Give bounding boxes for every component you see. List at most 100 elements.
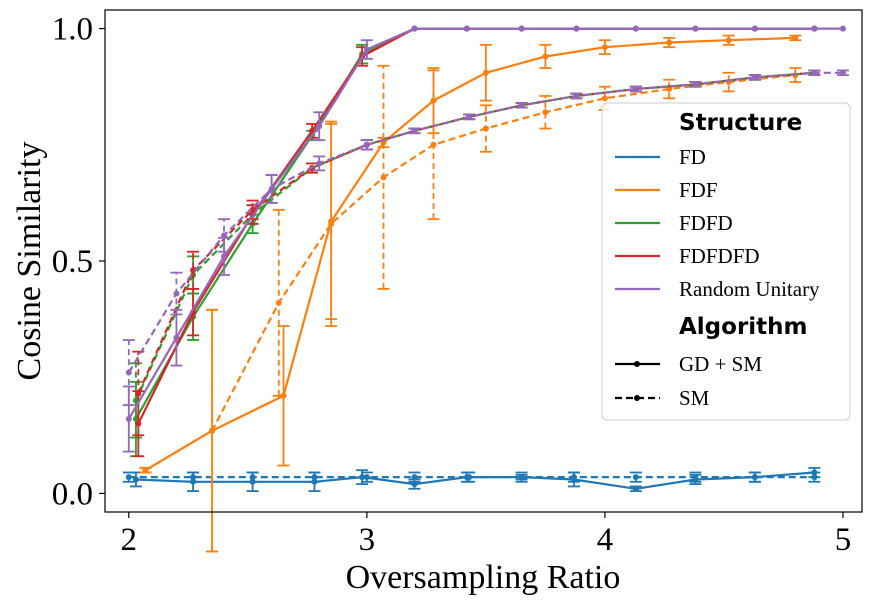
data-point — [518, 474, 525, 481]
data-point — [573, 25, 580, 32]
legend-label: FDFD — [679, 211, 733, 235]
series-fd-gd-sm — [129, 466, 821, 492]
data-point — [173, 334, 180, 341]
legend-item-sm: SM — [615, 386, 710, 410]
data-point — [751, 74, 758, 81]
data-point — [173, 290, 180, 297]
legend-item-fdf: FDF — [615, 178, 718, 202]
legend-item-fdfd: FDFD — [615, 211, 733, 235]
data-point — [573, 92, 580, 99]
data-point — [466, 113, 473, 120]
data-point — [666, 39, 673, 46]
legend-item-fdfdfd: FDFDFD — [615, 244, 760, 268]
data-point — [692, 25, 699, 32]
legend-label: FD — [679, 145, 706, 169]
series-line — [135, 471, 815, 490]
data-point — [570, 474, 577, 481]
data-point — [466, 474, 473, 481]
series-fd-sm — [122, 471, 821, 483]
data-point — [125, 474, 132, 481]
data-point — [482, 125, 489, 132]
legend-item-fd: FD — [615, 145, 706, 169]
data-point — [411, 474, 418, 481]
data-point — [811, 474, 818, 481]
data-point — [328, 220, 335, 227]
data-point — [692, 474, 699, 481]
data-point — [142, 467, 149, 474]
legend-label: SM — [679, 386, 710, 410]
series-line — [144, 36, 796, 472]
legend-algorithm-items: GD + SM SM — [615, 352, 762, 410]
data-point — [632, 474, 639, 481]
series-layer — [122, 25, 849, 553]
data-point — [135, 390, 142, 397]
series-line — [144, 74, 796, 472]
data-point — [601, 95, 608, 102]
y-tick-label: 0.5 — [52, 244, 93, 280]
x-tick-label: 2 — [121, 522, 138, 558]
legend-item-random-unitary: Random Unitary — [615, 277, 820, 301]
y-tick-label: 1.0 — [52, 12, 93, 48]
data-point — [751, 25, 758, 32]
data-point — [209, 427, 216, 434]
legend-label: GD + SM — [679, 352, 762, 376]
series-fdf-sm — [139, 64, 802, 553]
data-point — [316, 123, 323, 130]
data-point — [190, 267, 197, 274]
legend-structure-title: Structure — [679, 110, 802, 136]
axis-layer: 2 3 4 5 0.0 0.5 1.0 — [52, 12, 851, 558]
data-point — [249, 474, 256, 481]
legend-item-gd-sm: GD + SM — [615, 352, 762, 376]
legend-label: FDFDFD — [679, 244, 760, 268]
data-point — [311, 474, 318, 481]
data-point — [632, 86, 639, 93]
data-point — [430, 141, 437, 148]
legend-label: FDF — [679, 178, 718, 202]
legend-marker — [634, 395, 640, 401]
data-point — [601, 44, 608, 51]
legend-label: Random Unitary — [679, 277, 820, 301]
data-point — [725, 37, 732, 44]
data-point — [411, 25, 418, 32]
x-axis-label: Oversampling Ratio — [346, 559, 621, 596]
data-point — [692, 81, 699, 88]
data-point — [268, 185, 275, 192]
x-tick-label: 3 — [359, 522, 376, 558]
data-point — [542, 109, 549, 116]
data-point — [221, 253, 228, 260]
legend-box — [601, 102, 851, 421]
data-point — [542, 53, 549, 60]
data-point — [518, 102, 525, 109]
data-point — [518, 25, 525, 32]
data-point — [430, 97, 437, 104]
data-point — [411, 127, 418, 134]
data-point — [632, 25, 639, 32]
data-point — [275, 299, 282, 306]
data-point — [482, 69, 489, 76]
y-axis-label: Cosine Similarity — [11, 142, 48, 381]
series-random-unitary-gd-sm — [122, 25, 846, 453]
data-point — [363, 141, 370, 148]
series-random-unitary-sm — [122, 69, 849, 406]
data-point — [463, 25, 470, 32]
data-point — [125, 369, 132, 376]
data-point — [751, 474, 758, 481]
data-point — [221, 232, 228, 239]
data-point — [363, 46, 370, 53]
data-point — [316, 160, 323, 167]
y-tick-label: 0.0 — [52, 476, 93, 512]
x-tick-label: 4 — [597, 522, 614, 558]
data-point — [811, 69, 818, 76]
data-point — [363, 474, 370, 481]
data-point — [249, 206, 256, 213]
data-point — [632, 485, 639, 492]
legend-marker — [634, 361, 640, 367]
data-point — [190, 474, 197, 481]
data-point — [380, 174, 387, 181]
legend-algorithm-title: Algorithm — [679, 314, 808, 340]
data-point — [839, 69, 846, 76]
data-point — [811, 25, 818, 32]
